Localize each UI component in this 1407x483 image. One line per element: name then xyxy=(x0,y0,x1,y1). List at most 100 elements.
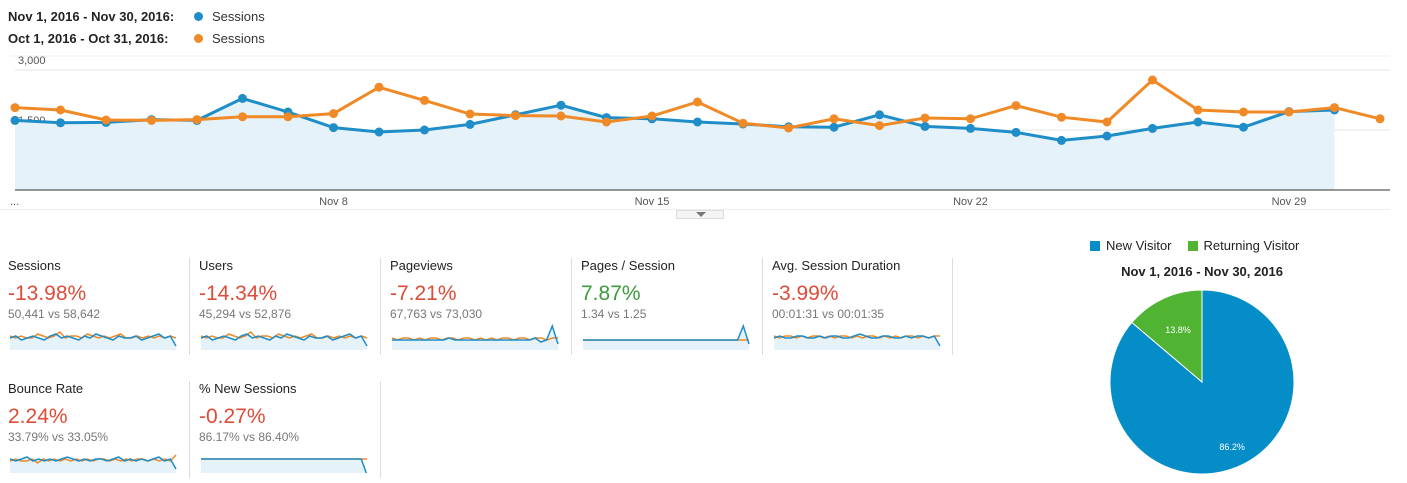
legend-current[interactable]: Nov 1, 2016 - Nov 30, 2016: Sessions xyxy=(8,9,265,24)
x-tick-label: Nov 15 xyxy=(635,196,670,208)
metric-change-value: -3.99% xyxy=(772,282,839,305)
metric-change-value: -7.21% xyxy=(390,282,457,305)
pie-legend: New Visitor Returning Visitor xyxy=(1090,238,1299,253)
previous-sessions-point[interactable] xyxy=(465,109,475,119)
current-sessions-point[interactable] xyxy=(420,125,429,135)
previous-sessions-point[interactable] xyxy=(329,109,338,119)
metric-divider xyxy=(762,258,763,355)
metric-divider xyxy=(189,381,190,478)
current-sessions-point[interactable] xyxy=(1011,127,1021,137)
metric-sparkline xyxy=(773,333,941,350)
previous-sessions-point[interactable] xyxy=(147,115,156,125)
previous-sessions-point[interactable] xyxy=(647,111,657,121)
sparkline-area xyxy=(583,326,749,350)
current-sessions-point[interactable] xyxy=(920,121,930,131)
metric-label: Avg. Session Duration xyxy=(772,258,901,273)
current-sessions-point[interactable] xyxy=(238,93,247,103)
metric-sparkline xyxy=(9,331,177,350)
previous-sessions-point[interactable] xyxy=(10,103,20,113)
metric-label: Users xyxy=(199,258,233,273)
pie-legend-returning[interactable]: Returning Visitor xyxy=(1203,238,1300,253)
current-sessions-point[interactable] xyxy=(829,122,839,132)
current-sessions-point[interactable] xyxy=(1057,135,1066,145)
legend-previous[interactable]: Oct 1, 2016 - Oct 31, 2016: Sessions xyxy=(8,31,265,46)
previous-sessions-point[interactable] xyxy=(1148,75,1157,85)
pie-slice[interactable] xyxy=(1109,289,1295,475)
previous-sessions-point[interactable] xyxy=(101,115,111,125)
metric-label: Sessions xyxy=(8,258,61,273)
previous-sessions-point[interactable] xyxy=(738,118,748,128)
previous-sessions-point[interactable] xyxy=(56,105,65,115)
metric-tile[interactable]: Bounce Rate 2.24% 33.79% vs 33.05% xyxy=(8,381,190,478)
current-sessions-point[interactable] xyxy=(556,100,566,110)
current-sessions-point[interactable] xyxy=(56,118,65,128)
metric-comparison: 00:01:31 vs 00:01:35 xyxy=(772,307,885,321)
metric-tile[interactable]: % New Sessions -0.27% 86.17% vs 86.40% xyxy=(199,381,381,478)
previous-sessions-point[interactable] xyxy=(829,114,839,124)
metric-divider xyxy=(189,258,190,355)
pie-slice[interactable] xyxy=(1131,289,1203,384)
current-sessions-point[interactable] xyxy=(329,123,338,133)
previous-sessions-point[interactable] xyxy=(1284,107,1294,117)
previous-sessions-point[interactable] xyxy=(556,111,566,121)
metric-sparkline xyxy=(201,458,368,473)
sparkline-current xyxy=(9,333,177,347)
pie-legend-new[interactable]: New Visitor xyxy=(1106,238,1172,253)
current-sessions-line xyxy=(14,96,1335,142)
chart-collapse-toggle[interactable] xyxy=(676,210,724,219)
current-sessions-point[interactable] xyxy=(1239,122,1248,132)
previous-sessions-point[interactable] xyxy=(1011,101,1021,111)
metric-sparkline xyxy=(583,324,750,350)
legend-previous-range: Oct 1, 2016 - Oct 31, 2016: xyxy=(8,31,169,46)
previous-sessions-point[interactable] xyxy=(875,121,884,131)
returning-visitor-swatch-icon xyxy=(1187,240,1198,251)
previous-sessions-point[interactable] xyxy=(1330,103,1339,113)
sparkline-area xyxy=(392,326,558,350)
previous-sessions-point[interactable] xyxy=(238,112,247,122)
previous-sessions-point[interactable] xyxy=(602,117,611,127)
previous-sessions-point[interactable] xyxy=(420,95,429,105)
current-sessions-point[interactable] xyxy=(1102,131,1112,141)
metric-tile[interactable]: Sessions -13.98% 50,441 vs 58,642 xyxy=(8,258,190,355)
previous-sessions-point[interactable] xyxy=(966,114,975,124)
metric-tile[interactable]: Pageviews -7.21% 67,763 vs 73,030 xyxy=(390,258,572,355)
metric-change-value: 7.87% xyxy=(581,282,641,305)
metric-tile[interactable]: Pages / Session 7.87% 1.34 vs 1.25 xyxy=(581,258,763,355)
metric-divider xyxy=(380,381,381,478)
metric-tile[interactable]: Avg. Session Duration -3.99% 00:01:31 vs 0… xyxy=(772,258,953,355)
current-sessions-point[interactable] xyxy=(10,115,20,125)
current-sessions-point[interactable] xyxy=(966,123,975,133)
current-sessions-point[interactable] xyxy=(1193,117,1203,127)
x-tick-label: Nov 8 xyxy=(319,196,348,208)
previous-sessions-point[interactable] xyxy=(511,111,520,121)
sparkline-area xyxy=(201,459,367,473)
previous-sessions-point[interactable] xyxy=(1239,107,1248,117)
metric-comparison: 45,294 vs 52,876 xyxy=(199,307,292,321)
current-sessions-point[interactable] xyxy=(693,117,702,127)
previous-sessions-point[interactable] xyxy=(1057,112,1066,122)
previous-sessions-point[interactable] xyxy=(283,112,293,122)
previous-sessions-point[interactable] xyxy=(784,123,793,133)
current-sessions-point[interactable] xyxy=(1148,123,1157,133)
sparkline-current xyxy=(200,333,368,347)
new-visitor-swatch-icon xyxy=(1090,240,1100,251)
previous-sessions-point[interactable] xyxy=(920,113,930,123)
metric-sparkline xyxy=(9,454,177,473)
sparkline-current xyxy=(201,458,368,473)
current-sessions-point[interactable] xyxy=(465,119,475,129)
previous-sessions-point[interactable] xyxy=(1193,105,1203,115)
metric-change-value: -14.34% xyxy=(199,282,278,305)
previous-sessions-point[interactable] xyxy=(192,115,202,125)
sparkline-area xyxy=(201,334,367,350)
metric-tile[interactable]: Users -14.34% 45,294 vs 52,876 xyxy=(199,258,381,355)
previous-sessions-point[interactable] xyxy=(693,97,702,107)
current-sessions-point[interactable] xyxy=(875,110,884,120)
visitor-pie-chart[interactable]: 86.2% 13.8% xyxy=(1102,285,1302,480)
current-sessions-point[interactable] xyxy=(374,127,384,137)
metric-label: Bounce Rate xyxy=(8,381,84,396)
previous-sessions-point[interactable] xyxy=(1102,117,1112,127)
sparkline-current xyxy=(583,324,750,345)
previous-sessions-point[interactable] xyxy=(1375,114,1385,124)
previous-sessions-point[interactable] xyxy=(374,82,384,92)
